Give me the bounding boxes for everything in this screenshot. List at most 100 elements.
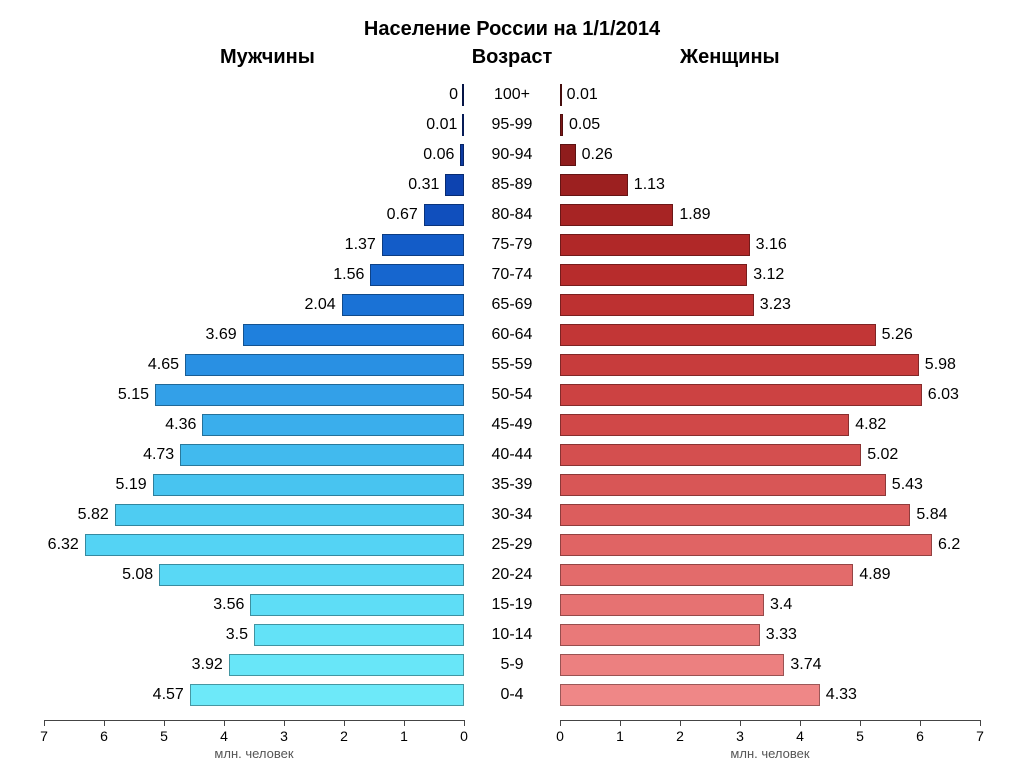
axis-tick <box>344 720 345 726</box>
bar-male <box>243 324 464 346</box>
bar-male <box>382 234 464 256</box>
age-label: 85-89 <box>468 170 556 200</box>
bar-male <box>370 264 464 286</box>
bar-male <box>202 414 464 436</box>
bar-male <box>155 384 464 406</box>
axis-tick-label: 2 <box>676 728 684 744</box>
value-male: 6.32 <box>48 530 79 560</box>
axis-tick <box>920 720 921 726</box>
label-female: Женщины <box>680 46 780 69</box>
axis-tick-label: 1 <box>616 728 624 744</box>
axis-tick <box>680 720 681 726</box>
value-female: 4.82 <box>855 410 886 440</box>
value-female: 5.26 <box>882 320 913 350</box>
age-label: 70-74 <box>468 260 556 290</box>
value-female: 3.16 <box>756 230 787 260</box>
bar-male <box>85 534 464 556</box>
axis-tick <box>284 720 285 726</box>
value-female: 0.26 <box>582 140 613 170</box>
value-female: 4.89 <box>859 560 890 590</box>
axis-tick-label: 3 <box>736 728 744 744</box>
bar-female <box>560 294 754 316</box>
bar-male <box>445 174 464 196</box>
value-female: 3.33 <box>766 620 797 650</box>
value-male: 4.36 <box>165 410 196 440</box>
age-label: 15-19 <box>468 590 556 620</box>
value-female: 0.01 <box>567 80 598 110</box>
pyramid-row: 85-89 0.31 1.13 <box>0 170 1024 200</box>
bar-female <box>560 654 784 676</box>
bar-male <box>115 504 464 526</box>
value-male: 5.08 <box>122 560 153 590</box>
bar-male <box>460 144 464 166</box>
axis-tick-label: 2 <box>340 728 348 744</box>
axis-title: млн. человек <box>730 746 809 761</box>
bar-male <box>159 564 464 586</box>
value-female: 6.03 <box>928 380 959 410</box>
age-label: 50-54 <box>468 380 556 410</box>
age-label: 30-34 <box>468 500 556 530</box>
value-male: 3.69 <box>205 320 236 350</box>
age-label: 60-64 <box>468 320 556 350</box>
value-female: 4.33 <box>826 680 857 710</box>
axis-tick-label: 4 <box>220 728 228 744</box>
bar-female <box>560 84 562 106</box>
value-male: 4.73 <box>143 440 174 470</box>
age-label: 90-94 <box>468 140 556 170</box>
axis-tick-label: 3 <box>280 728 288 744</box>
axis-tick-label: 7 <box>40 728 48 744</box>
bar-female <box>560 174 628 196</box>
pyramid-row: 10-143.53.33 <box>0 620 1024 650</box>
value-female: 5.02 <box>867 440 898 470</box>
axis-tick <box>860 720 861 726</box>
value-male: 1.37 <box>345 230 376 260</box>
pyramid-row: 90-94 0.06 0.26 <box>0 140 1024 170</box>
bar-male <box>424 204 464 226</box>
axis-title: млн. человек <box>214 746 293 761</box>
pyramid-rows: 100+00.0195-990.010.0590-940.060.2685-89… <box>0 80 1024 710</box>
age-label: 45-49 <box>468 410 556 440</box>
value-female: 5.98 <box>925 350 956 380</box>
bar-female <box>560 324 876 346</box>
bar-female <box>560 234 750 256</box>
bar-female <box>560 384 922 406</box>
value-female: 6.2 <box>938 530 960 560</box>
pyramid-row: 100+00.01 <box>0 80 1024 110</box>
bar-female <box>560 354 919 376</box>
bar-female <box>560 414 849 436</box>
value-female: 3.12 <box>753 260 784 290</box>
age-label: 10-14 <box>468 620 556 650</box>
bar-female <box>560 474 886 496</box>
pyramid-row: 50-545.156.03 <box>0 380 1024 410</box>
bar-male <box>153 474 464 496</box>
axis-tick <box>740 720 741 726</box>
value-male: 2.04 <box>304 290 335 320</box>
axis-tick <box>800 720 801 726</box>
age-label: 0-4 <box>468 680 556 710</box>
value-male: 1.56 <box>333 260 364 290</box>
bar-male <box>250 594 464 616</box>
axis-tick-label: 6 <box>100 728 108 744</box>
value-male: 0.06 <box>423 140 454 170</box>
value-male: 0 <box>449 80 458 110</box>
pyramid-row: 65-692.043.23 <box>0 290 1024 320</box>
axis-tick-label: 0 <box>460 728 468 744</box>
bar-male <box>185 354 464 376</box>
age-label: 80-84 <box>468 200 556 230</box>
value-male: 3.56 <box>213 590 244 620</box>
chart-title: Население России на 1/1/2014 <box>0 18 1024 41</box>
pyramid-row: 25-296.326.2 <box>0 530 1024 560</box>
bar-female <box>560 624 760 646</box>
bar-female <box>560 444 861 466</box>
pyramid-row: 30-345.825.84 <box>0 500 1024 530</box>
value-male: 0.31 <box>408 170 439 200</box>
bar-female <box>560 684 820 706</box>
value-female: 1.13 <box>634 170 665 200</box>
age-label: 65-69 <box>468 290 556 320</box>
bar-female <box>560 264 747 286</box>
age-label: 95-99 <box>468 110 556 140</box>
pyramid-row: 45-49 4.36 4.82 <box>0 410 1024 440</box>
axis-tick <box>620 720 621 726</box>
age-label: 20-24 <box>468 560 556 590</box>
axis-tick-label: 6 <box>916 728 924 744</box>
